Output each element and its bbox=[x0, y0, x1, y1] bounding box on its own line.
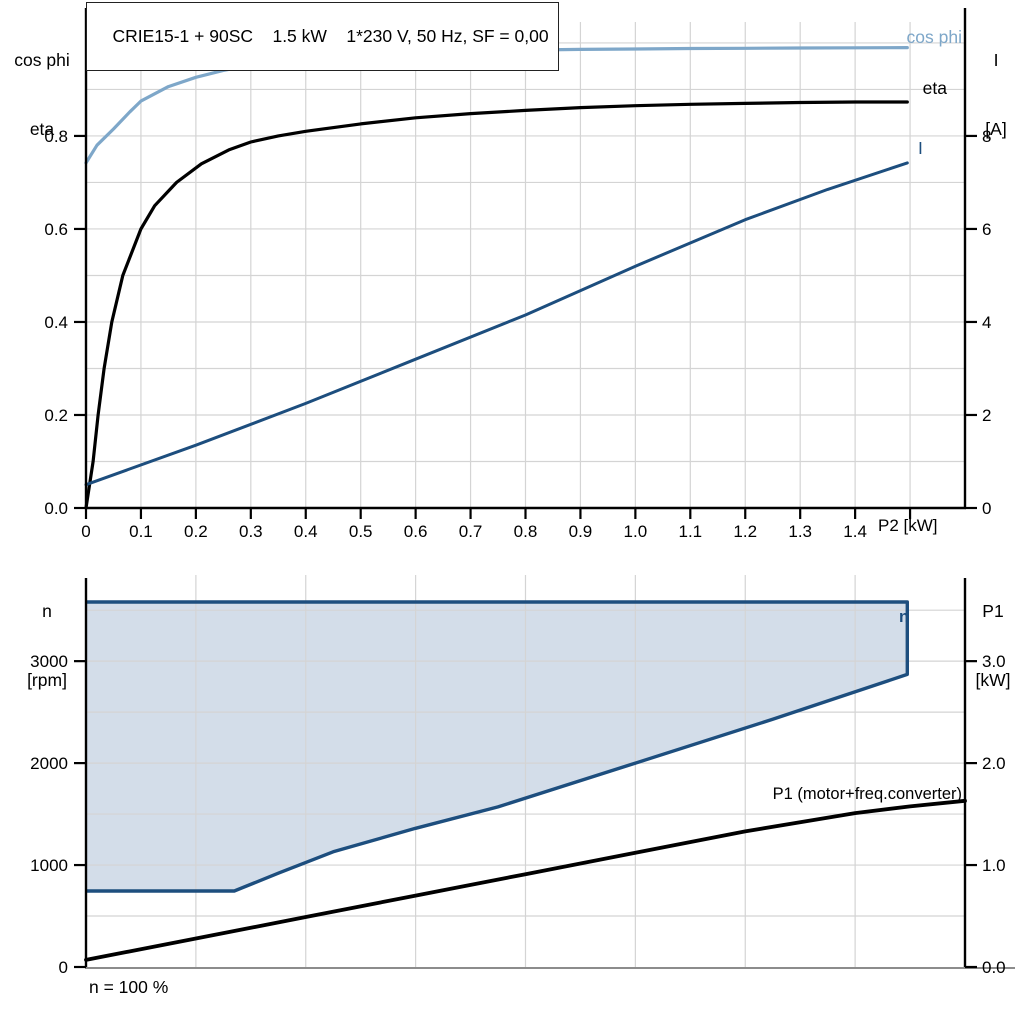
series-i bbox=[84, 161, 909, 487]
y-tick-label-right: 0.0 bbox=[982, 958, 1006, 977]
x-tick-label: 1.0 bbox=[624, 522, 648, 541]
y-tick-label-right: 3.0 bbox=[982, 652, 1006, 671]
speed-region-label: n bbox=[899, 608, 910, 626]
y-tick-label-right: 0 bbox=[982, 499, 991, 518]
x-tick-label: 0.1 bbox=[129, 522, 153, 541]
y-tick-label-left: 0.8 bbox=[44, 127, 68, 146]
x-tick-label: 1.4 bbox=[843, 522, 867, 541]
x-tick-label: 0.9 bbox=[569, 522, 593, 541]
series-p1-motor-freq-converter- bbox=[84, 798, 967, 962]
left-axis-title-line2: eta bbox=[29, 119, 55, 139]
y-tick-label-right: 6 bbox=[982, 220, 991, 239]
y-tick-label-left: 0 bbox=[59, 958, 68, 977]
y-tick-label-left: 2000 bbox=[30, 754, 68, 773]
y-tick-label-right: 2 bbox=[982, 406, 991, 425]
right-axis-title-top: I [A] bbox=[972, 3, 1020, 187]
y-tick-label-left: 1000 bbox=[30, 856, 68, 875]
right-axis-title-bottom: P1 [kW] bbox=[964, 554, 1022, 738]
y-tick-label-right: 1.0 bbox=[982, 856, 1006, 875]
x-tick-label: 1.1 bbox=[678, 522, 702, 541]
x-tick-label: 0.2 bbox=[184, 522, 208, 541]
x-tick-label: 0.8 bbox=[514, 522, 538, 541]
y-tick-label-right: 4 bbox=[982, 313, 991, 332]
y-tick-label-right: 2.0 bbox=[982, 754, 1006, 773]
x-axis-unit-label: P2 [kW] bbox=[878, 516, 938, 535]
chart-title-box: CRIE15-1 + 90SC 1.5 kW 1*230 V, 50 Hz, S… bbox=[86, 2, 559, 71]
speed-region-outline bbox=[86, 600, 909, 893]
x-tick-label: 0 bbox=[81, 522, 90, 541]
left-axis-title-bottom: n [rpm] bbox=[14, 554, 80, 738]
cos-phi-curve-label: cos phi bbox=[906, 27, 962, 47]
x-tick-label: 0.3 bbox=[239, 522, 263, 541]
right-axis-title-line2: [A] bbox=[985, 119, 1007, 139]
chart-title: CRIE15-1 + 90SC 1.5 kW 1*230 V, 50 Hz, S… bbox=[112, 26, 549, 46]
speed-region-fill bbox=[86, 602, 908, 891]
p1-axis-label-line1: P1 bbox=[982, 601, 1004, 621]
series-eta bbox=[84, 100, 909, 510]
x-tick-label: 0.4 bbox=[294, 522, 318, 541]
p1-curve-label: P1 (motor+freq.converter) bbox=[772, 785, 962, 803]
y-tick-label-right: 8 bbox=[982, 127, 991, 146]
x-tick-label: 0.6 bbox=[404, 522, 428, 541]
y-tick-label-left: 0.6 bbox=[44, 220, 68, 239]
x-tick-label: 0.7 bbox=[459, 522, 483, 541]
n-axis-label-line2: [rpm] bbox=[27, 670, 67, 690]
eta-curve-label: eta bbox=[922, 78, 947, 98]
right-axis-title-line1: I bbox=[993, 50, 999, 70]
x-tick-label: 0.5 bbox=[349, 522, 373, 541]
y-tick-label-left: 0.4 bbox=[44, 313, 68, 332]
y-tick-label-left: 0.2 bbox=[44, 406, 68, 425]
x-tick-label: 1.3 bbox=[788, 522, 812, 541]
left-axis-title-line1: cos phi bbox=[14, 50, 70, 70]
x-tick-label: 1.2 bbox=[733, 522, 757, 541]
y-tick-label-left: 0.0 bbox=[44, 499, 68, 518]
y-tick-label-left: 3000 bbox=[30, 652, 68, 671]
p1-axis-label-line2: [kW] bbox=[975, 670, 1011, 690]
n-axis-label-line1: n bbox=[42, 601, 52, 621]
left-axis-title-top: cos phi eta bbox=[2, 3, 82, 187]
speed-annotation: n = 100 % bbox=[89, 977, 169, 997]
current-curve-label: I bbox=[918, 138, 923, 158]
